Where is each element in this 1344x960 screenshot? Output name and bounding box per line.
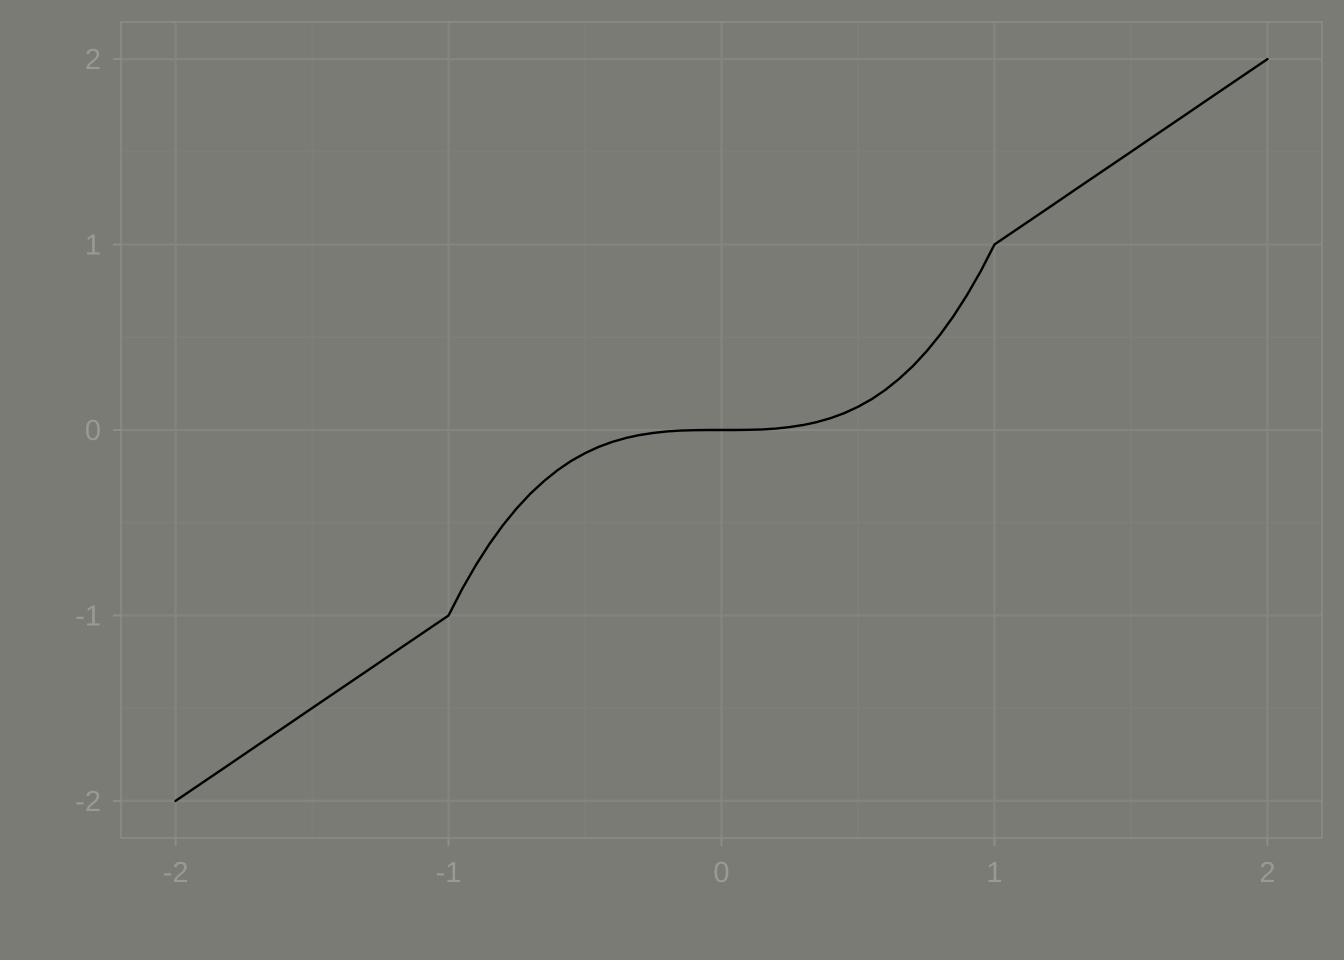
x-axis-tick-labels: -2 -1 0 1 2 <box>163 857 1276 889</box>
y-tick-label: 0 <box>85 415 101 447</box>
major-gridlines <box>121 22 1322 838</box>
y-tick-label: -1 <box>75 600 101 632</box>
x-tick-label: -1 <box>436 857 462 889</box>
x-tick-label: 0 <box>713 857 729 889</box>
series-line <box>174 57 1269 803</box>
x-tick-label: 2 <box>1259 857 1275 889</box>
x-tick-label: 1 <box>986 857 1002 889</box>
y-axis-tick-labels: -2 -1 0 1 2 <box>75 44 101 818</box>
series-group <box>174 57 1269 803</box>
x-tick-label: -2 <box>163 857 189 889</box>
axis-ticks <box>113 58 1269 846</box>
y-tick-label: -2 <box>75 786 101 818</box>
y-tick-label: 1 <box>85 230 101 262</box>
y-tick-label: 2 <box>85 44 101 76</box>
